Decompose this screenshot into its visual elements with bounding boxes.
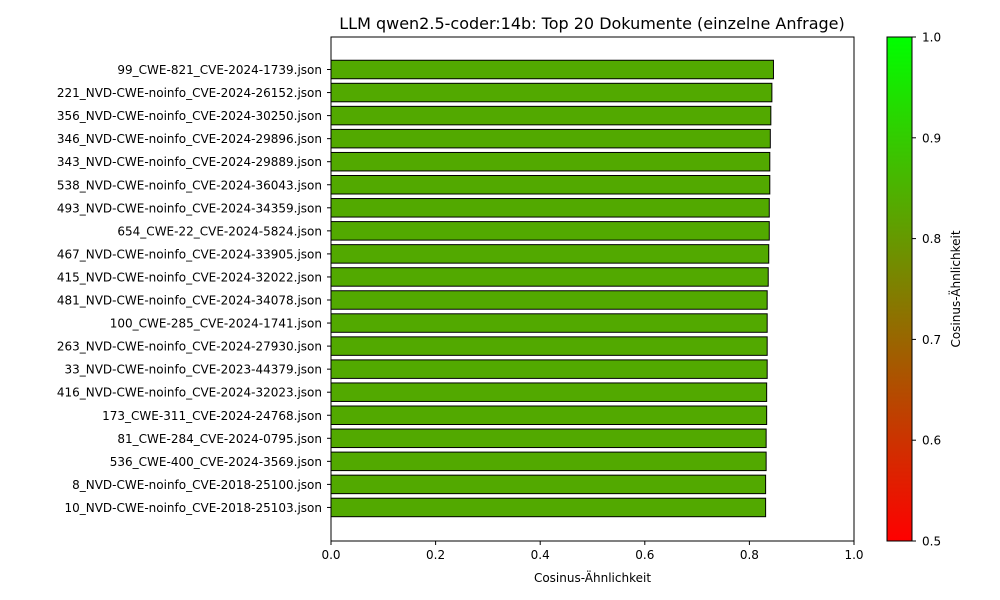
colorbar-tick-label-1: 0.5 — [922, 535, 941, 549]
bar-4 — [330, 128, 771, 149]
colorbar-tick-label-2: 0.6 — [922, 434, 941, 448]
colorbar-tick-label-5: 0.9 — [922, 131, 941, 145]
colorbar-tick-label-6: 1.0 — [922, 31, 941, 45]
x-tick-label-2: 0.2 — [426, 548, 445, 562]
bar-19 — [330, 474, 767, 495]
bar-6 — [330, 175, 771, 195]
chart-title: LLM qwen2.5-coder:14b: Top 20 Dokumente … — [339, 14, 845, 33]
x-tick-label-3: 0.4 — [531, 548, 550, 562]
x-ticks: 0.0 0.2 0.4 0.6 0.8 1.0 — [321, 541, 864, 562]
y-tick-label-15: 416_NVD-CWE-noinfo_CVE-2024-32023.json — [57, 386, 322, 400]
y-tick-label-6: 538_NVD-CWE-noinfo_CVE-2024-36043.json — [57, 178, 322, 192]
bar-7 — [330, 198, 770, 218]
bar-2 — [330, 82, 773, 103]
y-tick-label-7: 493_NVD-CWE-noinfo_CVE-2024-34359.json — [57, 201, 322, 215]
y-tick-label-16: 173_CWE-311_CVE-2024-24768.json — [102, 409, 322, 423]
y-tick-label-17: 81_CWE-284_CVE-2024-0795.json — [117, 432, 322, 446]
bar-15 — [330, 382, 768, 402]
y-tick-label-8: 654_CWE-22_CVE-2024-5824.json — [117, 224, 322, 238]
bar-20 — [330, 497, 767, 518]
bar-13 — [330, 336, 768, 356]
x-axis-label: Cosinus-Ähnlichkeit — [534, 570, 651, 585]
x-tick-label-1: 0.0 — [321, 548, 340, 562]
y-tick-label-20: 10_NVD-CWE-noinfo_CVE-2018-25103.json — [64, 501, 322, 515]
y-tick-label-12: 100_CWE-285_CVE-2024-1741.json — [110, 317, 322, 331]
y-tick-label-2: 221_NVD-CWE-noinfo_CVE-2024-26152.json — [57, 86, 322, 100]
colorbar-gradient — [886, 36, 913, 542]
y-tick-label-14: 33_NVD-CWE-noinfo_CVE-2023-44379.json — [64, 363, 322, 377]
bar-8 — [330, 221, 770, 241]
colorbar: 0.5 0.6 0.7 0.8 0.9 1.0 Cosinus-Ähnlichkeit — [886, 31, 963, 549]
bar-12 — [330, 313, 768, 333]
y-tick-label-18: 536_CWE-400_CVE-2024-3569.json — [110, 455, 322, 469]
y-tick-label-9: 467_NVD-CWE-noinfo_CVE-2024-33905.json — [57, 247, 322, 261]
x-tick-label-5: 0.8 — [740, 548, 759, 562]
bar-11 — [330, 290, 768, 310]
bar-3 — [330, 105, 772, 126]
bars-group — [330, 59, 774, 518]
colorbar-label: Cosinus-Ähnlichkeit — [948, 230, 963, 347]
bar-5 — [330, 151, 771, 172]
bar-14 — [330, 359, 768, 379]
bar-18 — [330, 451, 767, 472]
x-tick-label-6: 1.0 — [844, 548, 863, 562]
colorbar-tick-label-4: 0.8 — [922, 232, 941, 246]
colorbar-ticks: 0.5 0.6 0.7 0.8 0.9 1.0 — [912, 31, 941, 549]
bar-10 — [330, 267, 769, 287]
y-tick-label-4: 346_NVD-CWE-noinfo_CVE-2024-29896.json — [57, 132, 322, 146]
y-tick-label-1: 99_CWE-821_CVE-2024-1739.json — [117, 63, 322, 77]
y-tick-label-13: 263_NVD-CWE-noinfo_CVE-2024-27930.json — [57, 340, 322, 354]
y-tick-label-3: 356_NVD-CWE-noinfo_CVE-2024-30250.json — [57, 109, 322, 123]
plot-frame — [330, 36, 855, 542]
y-tick-labels: 99_CWE-821_CVE-2024-1739.json 221_NVD-CWE… — [57, 63, 331, 515]
y-tick-label-10: 415_NVD-CWE-noinfo_CVE-2024-32022.json — [57, 270, 322, 284]
x-tick-label-4: 0.6 — [635, 548, 654, 562]
y-tick-label-19: 8_NVD-CWE-noinfo_CVE-2018-25100.json — [72, 478, 322, 492]
bar-17 — [330, 428, 767, 449]
bar-16 — [330, 405, 768, 425]
y-tick-label-5: 343_NVD-CWE-noinfo_CVE-2024-29889.json — [57, 155, 322, 169]
y-tick-label-11: 481_NVD-CWE-noinfo_CVE-2024-34078.json — [57, 294, 322, 308]
colorbar-tick-label-3: 0.7 — [922, 333, 941, 347]
bar-9 — [330, 244, 770, 264]
bar-1 — [330, 59, 774, 80]
